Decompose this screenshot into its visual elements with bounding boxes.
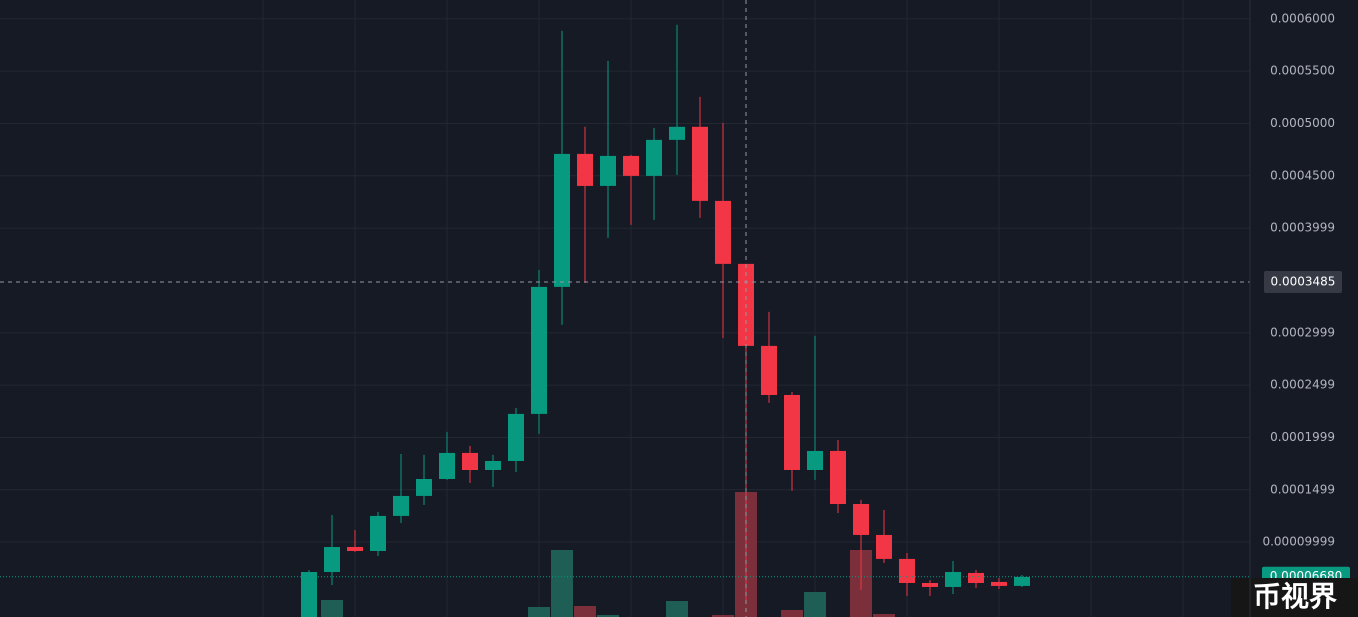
candle-body: [922, 582, 938, 587]
y-tick-label: 0.0004500: [1270, 168, 1335, 182]
grid: [0, 18, 1250, 543]
candle-body: [1014, 576, 1030, 586]
candle-body: [646, 139, 662, 176]
watermark: 币视界: [1253, 580, 1337, 613]
candle-body: [347, 547, 363, 551]
y-tick-label: 0.0005500: [1270, 64, 1335, 78]
y-tick-label: 0.0002499: [1270, 378, 1335, 392]
candle-body: [485, 460, 501, 470]
crosshair-label: 0.0003485: [1271, 274, 1336, 288]
candle-body: [370, 515, 386, 551]
volume-bar: [574, 606, 596, 617]
candle-body: [968, 572, 984, 583]
price-axis: 0.0006000 0.0005500 0.0005000 0.0004500 0.00…: [1249, 0, 1335, 617]
candle-body: [669, 126, 685, 140]
volume-bar: [321, 600, 343, 617]
candle-body: [324, 547, 340, 573]
volume-bar: [666, 601, 688, 617]
volume-bar: [781, 610, 803, 617]
candle-layer: [301, 24, 1030, 617]
y-tick-label: 0.0006000: [1270, 11, 1335, 25]
candle-body: [301, 572, 317, 617]
candle-body: [393, 495, 409, 516]
volume-bar: [873, 614, 895, 617]
y-tick-label: 0.0005000: [1270, 116, 1335, 130]
watermark-box: [1231, 578, 1358, 617]
candle-body: [692, 126, 708, 201]
candle-body: [508, 413, 524, 461]
volume-layer: [321, 492, 895, 617]
volume-bar: [804, 592, 826, 617]
y-tick-label: 0.0001999: [1270, 430, 1335, 444]
candle-body: [784, 394, 800, 470]
candle-body: [554, 153, 570, 287]
candle-body: [462, 452, 478, 470]
volume-bar: [551, 550, 573, 617]
candle-body: [761, 345, 777, 395]
volume-bar: [597, 615, 619, 617]
candle-body: [991, 581, 1007, 586]
candle-body: [416, 478, 432, 496]
candle-body: [577, 153, 593, 186]
y-tick-label: 0.00009999: [1262, 534, 1335, 548]
candle-body: [876, 534, 892, 559]
candle-body: [600, 155, 616, 186]
candle-body: [899, 558, 915, 583]
volume-bar: [712, 615, 734, 617]
candle-body: [830, 450, 846, 505]
y-tick-label: 0.0003999: [1270, 221, 1335, 235]
candle-body: [945, 572, 961, 587]
y-tick-label: 0.0001499: [1270, 482, 1335, 496]
candle-body: [623, 155, 639, 176]
y-tick-label: 0.0002999: [1270, 325, 1335, 339]
candle-body: [853, 504, 869, 535]
crosshair-box: [1264, 270, 1342, 293]
candle-body: [439, 452, 455, 479]
candle-body: [807, 450, 823, 470]
candle-body: [531, 286, 547, 414]
volume-bar: [528, 607, 550, 617]
candle-body: [715, 200, 731, 264]
